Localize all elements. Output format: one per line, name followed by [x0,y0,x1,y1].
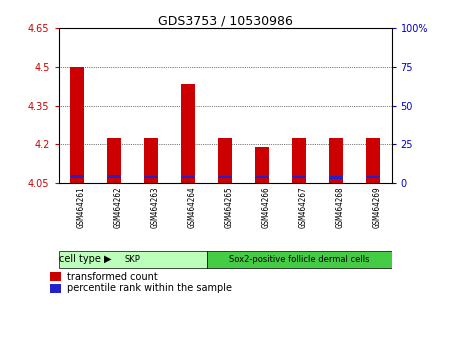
Bar [180,84,195,183]
Bar [180,176,195,178]
Bar [328,176,343,179]
Bar [50,284,62,292]
Bar [218,138,232,183]
Bar [255,176,270,178]
Text: GSM464266: GSM464266 [262,186,271,228]
Bar [70,67,85,183]
Bar [328,138,343,183]
Bar [218,176,232,178]
Text: cell type ▶: cell type ▶ [59,254,111,264]
Bar [144,138,158,183]
Bar [70,175,85,178]
Bar [58,251,207,268]
Bar [107,175,122,178]
Bar [292,176,306,178]
Bar [365,176,380,178]
Bar [292,138,306,183]
Text: GSM464269: GSM464269 [373,186,382,228]
Text: GSM464263: GSM464263 [151,186,160,228]
Text: GSM464267: GSM464267 [299,186,308,228]
Bar [365,138,380,183]
Text: SKP: SKP [125,255,140,264]
Title: GDS3753 / 10530986: GDS3753 / 10530986 [158,14,292,27]
Text: GSM464264: GSM464264 [188,186,197,228]
Bar [255,147,270,183]
Text: GSM464262: GSM464262 [114,186,123,228]
Text: GSM464268: GSM464268 [336,186,345,228]
Text: transformed count: transformed count [67,272,158,282]
Bar [107,138,122,183]
Text: Sox2-positive follicle dermal cells: Sox2-positive follicle dermal cells [229,255,369,264]
Bar [207,251,392,268]
Bar [144,176,158,178]
Text: GSM464261: GSM464261 [77,186,86,228]
Text: GSM464265: GSM464265 [225,186,234,228]
Bar [50,272,62,281]
Text: percentile rank within the sample: percentile rank within the sample [67,283,232,293]
